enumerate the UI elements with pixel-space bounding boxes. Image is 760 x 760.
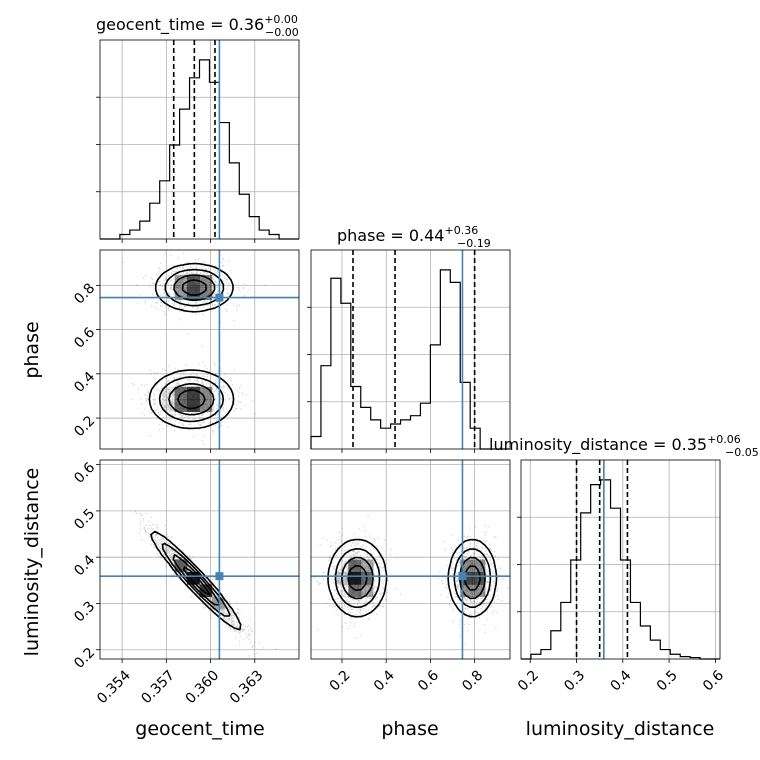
x-tick-label-phase: 0.8 bbox=[459, 667, 486, 694]
histogram-phase bbox=[310, 269, 510, 450]
x-tick-label-phase: 0.2 bbox=[327, 667, 354, 694]
y-tick-label-luminosity-distance: 0.4 bbox=[71, 552, 98, 579]
y-tick-label-phase: 0.8 bbox=[71, 280, 98, 307]
contour-level-4 bbox=[182, 566, 211, 596]
x-tick-label-geocent-time: 0.363 bbox=[227, 667, 267, 707]
xlabel-geocent-time: geocent_time bbox=[135, 718, 264, 740]
density-cell bbox=[187, 386, 200, 400]
panel-frame bbox=[99, 39, 300, 240]
contour-level-4 bbox=[177, 279, 207, 410]
histogram-panel-phase bbox=[307, 249, 511, 453]
scatter-panel-luminosity-distance-vs-phase bbox=[310, 459, 511, 663]
histogram-panel-geocent-time bbox=[96, 39, 300, 243]
scatter-panel-luminosity-distance-vs-geocent-time bbox=[96, 459, 300, 663]
panel-frame bbox=[99, 459, 300, 660]
x-tick-label-phase: 0.4 bbox=[371, 667, 398, 694]
truth-marker bbox=[458, 572, 467, 581]
y-tick-label-luminosity-distance: 0.6 bbox=[71, 460, 98, 487]
x-tick-label-luminosity-distance: 0.3 bbox=[561, 667, 588, 694]
density-cell bbox=[187, 274, 200, 288]
truth-marker bbox=[215, 293, 224, 302]
x-tick-label-luminosity-distance: 0.2 bbox=[515, 667, 542, 694]
panel-frame bbox=[520, 459, 721, 660]
density-cell bbox=[472, 571, 486, 585]
xlabel-luminosity-distance: luminosity_distance bbox=[526, 718, 715, 740]
x-tick-label-phase: 0.6 bbox=[415, 667, 442, 694]
density-cell bbox=[460, 584, 473, 598]
title-phase-minus: −0.19 bbox=[457, 237, 491, 250]
y-tick-label-phase: 0.6 bbox=[71, 325, 98, 352]
title-phase: phase = 0.44+0.36 bbox=[337, 224, 478, 245]
y-tick-label-phase: 0.4 bbox=[71, 369, 98, 396]
x-tick-label-geocent-time: 0.360 bbox=[183, 667, 223, 707]
panel-frame bbox=[310, 249, 511, 450]
density-cell bbox=[187, 399, 200, 412]
x-tick-label-luminosity-distance: 0.5 bbox=[654, 667, 681, 694]
y-tick-label-luminosity-distance: 0.2 bbox=[71, 645, 98, 672]
y-tick-label-luminosity-distance: 0.3 bbox=[71, 598, 98, 625]
scatter-panel-phase-vs-geocent-time bbox=[96, 249, 300, 453]
contour-level-1 bbox=[327, 538, 498, 618]
y-tick-label-phase: 0.2 bbox=[71, 413, 98, 440]
histogram-luminosity-distance bbox=[521, 479, 720, 660]
xlabel-phase: phase bbox=[381, 718, 438, 740]
density-cell bbox=[348, 571, 362, 585]
title-geocent-time: geocent_time = 0.36+0.00 bbox=[96, 13, 298, 35]
panel-frame bbox=[310, 459, 511, 660]
histogram-panel-luminosity-distance bbox=[517, 459, 721, 663]
truth-marker bbox=[215, 572, 224, 581]
density-cell bbox=[162, 386, 175, 400]
ylabel-phase: phase bbox=[21, 321, 43, 378]
density-cell bbox=[162, 399, 175, 412]
contour-level-1 bbox=[148, 262, 235, 430]
x-tick-label-luminosity-distance: 0.4 bbox=[607, 667, 634, 694]
panel-frame bbox=[99, 249, 300, 450]
x-tick-label-geocent-time: 0.357 bbox=[138, 667, 178, 707]
contour-level-1 bbox=[150, 530, 242, 631]
title-luminosity-distance-minus: −0.05 bbox=[725, 446, 759, 459]
y-tick-label-luminosity-distance: 0.5 bbox=[71, 506, 98, 533]
x-tick-label-geocent-time: 0.354 bbox=[94, 667, 134, 707]
histogram-geocent-time bbox=[100, 59, 299, 240]
contour-level-3 bbox=[168, 274, 216, 416]
title-luminosity-distance: luminosity_distance = 0.35+0.06 bbox=[489, 433, 741, 455]
title-geocent-time-minus: −0.00 bbox=[265, 26, 299, 39]
x-tick-label-luminosity-distance: 0.6 bbox=[700, 667, 727, 694]
density-cell bbox=[472, 559, 486, 573]
contour-level-2 bbox=[334, 548, 492, 609]
ylabel-luminosity-distance: luminosity_distance bbox=[21, 468, 43, 657]
contour-level-3 bbox=[172, 553, 221, 606]
